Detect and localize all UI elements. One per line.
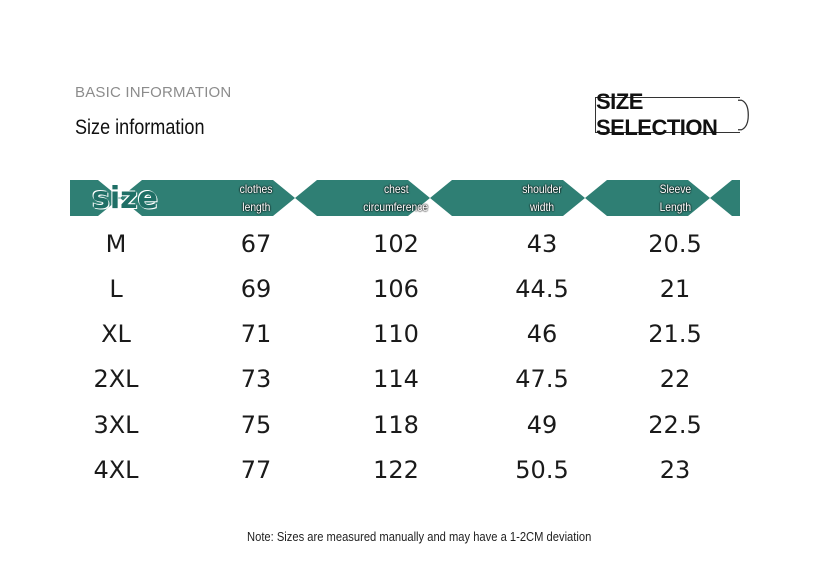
table-row: 3XL 75 118 49 22.5 <box>70 402 740 447</box>
value-cell: 49 <box>526 410 558 439</box>
header-notch <box>688 180 732 216</box>
size-column-header: size <box>92 181 158 216</box>
value-cell: 69 <box>240 274 272 303</box>
column-header-line: shoulder <box>522 182 562 196</box>
badge-label: SIZE SELECTION <box>596 89 718 140</box>
table-row: L 69 106 44.5 21 <box>70 266 740 311</box>
value-cell: 46 <box>526 320 558 349</box>
value-cell: 47.5 <box>515 365 569 394</box>
measurement-note: Note: Sizes are measured manually and ma… <box>0 529 839 544</box>
value-cell: 122 <box>373 456 419 484</box>
value-cell: 20.5 <box>648 229 702 258</box>
value-cell: 50.5 <box>515 456 569 484</box>
column-header-line: width <box>529 200 555 214</box>
size-cell: L <box>109 274 123 303</box>
header-notch <box>98 180 142 216</box>
value-cell: 77 <box>240 456 272 484</box>
value-cell: 114 <box>373 365 419 394</box>
column-header: shoulder width <box>477 180 607 216</box>
value-cell: 110 <box>373 320 419 349</box>
value-cell: 102 <box>373 229 419 258</box>
header-notch <box>273 180 317 216</box>
header-notch <box>408 180 452 216</box>
value-cell: 71 <box>240 320 272 349</box>
table-row: 2XL 73 114 47.5 22 <box>70 357 740 402</box>
value-cell: 21 <box>659 274 691 303</box>
column-header-line: Length <box>659 200 691 214</box>
size-cell: 3XL <box>93 410 139 439</box>
column-header: clothes length <box>191 180 321 216</box>
value-cell: 44.5 <box>515 274 569 303</box>
size-cell: 2XL <box>93 365 139 394</box>
column-header-line: Sleeve <box>659 182 691 196</box>
column-header-line: length <box>241 200 271 214</box>
value-cell: 73 <box>240 365 272 394</box>
table-header: size clothes length chest circumference shou… <box>70 180 740 216</box>
column-header-line: chest <box>383 182 409 196</box>
eyebrow-label: BASIC INFORMATION <box>75 84 232 101</box>
table-row: XL 71 110 46 21.5 <box>70 312 740 357</box>
value-cell: 23 <box>659 456 691 484</box>
column-header: chest circumference <box>331 180 461 216</box>
value-cell: 106 <box>373 274 419 303</box>
table-row: 4XL 77 122 50.5 23 <box>70 448 740 493</box>
column-header: Sleeve Length <box>610 180 740 216</box>
value-cell: 67 <box>240 229 272 258</box>
value-cell: 21.5 <box>648 320 702 349</box>
page-title: Size information <box>75 116 205 139</box>
value-cell: 22.5 <box>648 410 702 439</box>
badge-cap-shape <box>738 99 749 131</box>
size-cell: 4XL <box>93 456 139 484</box>
header-band-shape <box>70 180 740 216</box>
header-band-fill <box>70 180 740 216</box>
table-row: M 67 102 43 20.5 <box>70 221 740 266</box>
column-header-line: circumference <box>363 200 429 214</box>
size-cell: M <box>105 229 127 258</box>
column-header-line: clothes <box>239 182 273 196</box>
value-cell: 118 <box>373 410 419 439</box>
size-cell: XL <box>101 320 131 349</box>
value-cell: 75 <box>240 410 272 439</box>
note-text: Note: Sizes are measured manually and ma… <box>247 529 592 544</box>
value-cell: 22 <box>659 365 691 394</box>
value-cell: 43 <box>526 229 558 258</box>
header-notch <box>563 180 607 216</box>
size-selection-badge: SIZE SELECTION <box>595 89 740 140</box>
